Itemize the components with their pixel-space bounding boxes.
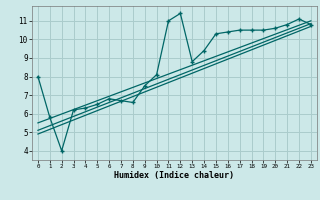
X-axis label: Humidex (Indice chaleur): Humidex (Indice chaleur) [115, 171, 234, 180]
